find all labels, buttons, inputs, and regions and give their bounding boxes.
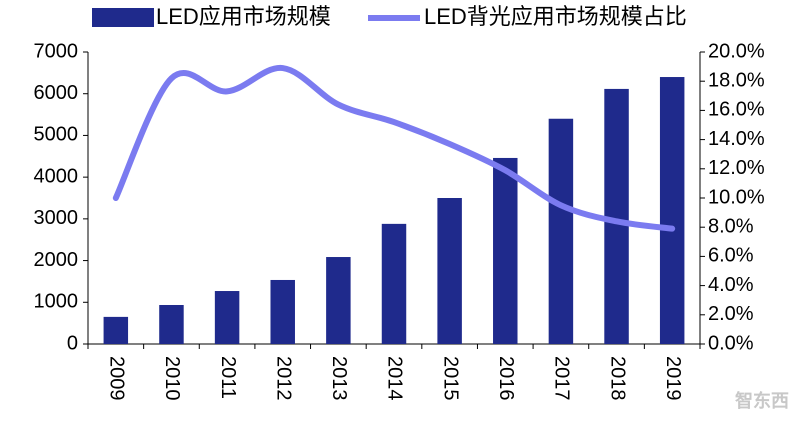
y2-tick-label: 16.0% — [708, 99, 765, 121]
y-tick-label: 3000 — [34, 207, 79, 229]
bar — [548, 118, 574, 344]
y-tick-label: 2000 — [34, 249, 79, 271]
y2-tick-label: 18.0% — [708, 69, 765, 91]
bar — [437, 198, 462, 344]
y-tick-label: 7000 — [34, 40, 79, 62]
x-tick-label: 2011 — [217, 356, 239, 399]
bar — [493, 157, 518, 344]
legend-label: LED背光应用市场规模占比 — [424, 4, 687, 29]
legend-label: LED应用市场规模 — [156, 4, 331, 29]
y2-tick-label: 4.0% — [708, 274, 754, 296]
y2-tick-label: 0.0% — [708, 332, 754, 354]
line — [112, 65, 676, 232]
x-tick-label: 2009 — [106, 356, 128, 401]
bar — [659, 77, 685, 345]
y2-tick-label: 2.0% — [708, 303, 754, 325]
x-tick-label: 2015 — [439, 356, 461, 401]
x-tick-label: 2017 — [551, 356, 573, 401]
x-tick-label: 2014 — [384, 356, 406, 401]
y-tick-label: 0 — [67, 332, 78, 354]
y-tick-label: 5000 — [34, 124, 79, 146]
x-tick-label: 2013 — [328, 356, 350, 401]
x-tick-label: 2018 — [606, 356, 628, 401]
y-tick-label: 6000 — [34, 82, 79, 104]
bar — [604, 88, 629, 344]
bar — [103, 316, 129, 344]
x-tick-label: 2010 — [161, 356, 183, 401]
bar — [270, 279, 295, 344]
bar — [159, 304, 184, 344]
watermark: 智东西 — [735, 390, 789, 411]
legend-swatch — [92, 8, 154, 27]
y2-tick-label: 12.0% — [708, 157, 765, 179]
y2-tick-label: 14.0% — [708, 128, 765, 150]
x-tick-label: 2019 — [662, 356, 684, 401]
y2-tick-label: 8.0% — [708, 215, 754, 237]
bar — [326, 257, 351, 344]
x-tick-label: 2012 — [272, 356, 294, 401]
y2-tick-label: 20.0% — [708, 40, 765, 62]
bar — [214, 291, 240, 344]
y2-tick-label: 6.0% — [708, 245, 754, 267]
x-tick-label: 2016 — [495, 356, 517, 400]
y-tick-label: 4000 — [34, 165, 79, 187]
bar — [381, 223, 407, 344]
y-tick-label: 1000 — [34, 291, 79, 313]
y2-tick-label: 10.0% — [708, 186, 765, 208]
